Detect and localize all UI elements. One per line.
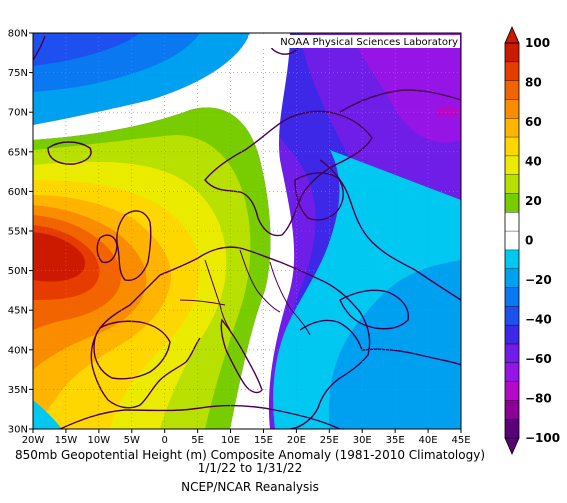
lon-tick-label: 15E xyxy=(254,435,273,446)
colorbar: 100 80 60 40 20 0 −20 −40 −60 −80 −100 xyxy=(504,26,560,455)
colorbar-segment xyxy=(505,362,519,382)
lat-tick-label: 70N xyxy=(8,108,28,119)
lat-tick-label: 55N xyxy=(8,227,28,238)
lon-tick-label: 10E xyxy=(221,435,240,446)
colorbar-label: 100 xyxy=(525,36,550,50)
colorbar-label: 80 xyxy=(525,76,542,90)
lat-tick-label: 65N xyxy=(8,147,28,158)
colorbar-label: 0 xyxy=(525,234,533,248)
lon-tick-label: 30E xyxy=(353,435,372,446)
colorbar-segment xyxy=(505,268,519,288)
lon-tick-label: 20E xyxy=(287,435,306,446)
lon-tick-label: 5E xyxy=(191,435,204,446)
map-area xyxy=(33,33,461,429)
figure-title: 850mb Geopotential Height (m) Composite … xyxy=(14,448,485,462)
colorbar-segment xyxy=(505,61,519,81)
colorbar-segment xyxy=(505,99,519,119)
colorbar-segment xyxy=(505,43,519,63)
colorbar-segment xyxy=(505,80,519,100)
colorbar-label: 20 xyxy=(525,194,542,208)
colorbar-top-arrow xyxy=(504,26,520,44)
credit-box: NOAA Physical Sciences Laboratory xyxy=(248,35,460,48)
latitude-ticks: 80N 75N 70N 65N 60N 55N 50N 45N 40N 35N 30N xyxy=(8,29,33,436)
colorbar-label: −20 xyxy=(525,273,552,287)
colorbar-segment xyxy=(505,419,519,439)
colorbar-segment xyxy=(505,155,519,175)
lon-tick-label: 0 xyxy=(162,435,168,446)
colorbar-segment xyxy=(505,325,519,345)
lat-tick-label: 45N xyxy=(8,306,28,317)
date-range: 1/1/22 to 1/31/22 xyxy=(197,461,303,475)
credit-text: NOAA Physical Sciences Laboratory xyxy=(280,37,458,48)
colorbar-bottom-arrow xyxy=(504,437,520,455)
lon-tick-label: 15W xyxy=(55,435,78,446)
anomaly-fill xyxy=(33,33,461,429)
colorbar-segment xyxy=(505,343,519,364)
colorbar-segment xyxy=(505,287,519,307)
colorbar-label: −60 xyxy=(525,352,552,366)
lat-tick-label: 75N xyxy=(8,68,28,79)
colorbar-segment xyxy=(505,118,519,138)
lon-tick-label: 45E xyxy=(451,435,470,446)
colorbar-label: 40 xyxy=(525,155,542,169)
colorbar-segment xyxy=(505,381,519,401)
lon-tick-label: 20W xyxy=(22,435,45,446)
colorbar-segment xyxy=(505,174,519,194)
lat-tick-label: 40N xyxy=(8,345,28,356)
colorbar-label: −80 xyxy=(525,392,552,406)
lon-tick-label: 10W xyxy=(88,435,111,446)
colorbar-segment xyxy=(505,400,519,420)
data-source: NCEP/NCAR Reanalysis xyxy=(181,480,319,494)
colorbar-segment xyxy=(505,193,519,213)
lon-tick-label: 25E xyxy=(320,435,339,446)
lat-tick-label: 80N xyxy=(8,29,28,40)
colorbar-segment xyxy=(505,249,519,270)
colorbar-frame xyxy=(504,42,520,439)
lat-tick-label: 35N xyxy=(8,385,28,396)
colorbar-label: −40 xyxy=(525,313,552,327)
colorbar-label: −100 xyxy=(525,431,560,445)
lon-tick-label: 5W xyxy=(124,435,140,446)
colorbar-segment xyxy=(505,231,519,251)
colorbar-segment xyxy=(505,137,519,157)
colorbar-segment xyxy=(505,306,519,326)
lat-tick-label: 30N xyxy=(8,425,28,436)
lat-tick-label: 50N xyxy=(8,266,28,277)
coastlines xyxy=(33,35,461,429)
lon-tick-label: 35E xyxy=(386,435,405,446)
longitude-ticks: 20W 15W 10W 5W 0 5E 10E 15E 20E 25E 30E 35E 40E 45E xyxy=(22,429,471,446)
lon-tick-label: 40E xyxy=(419,435,438,446)
colorbar-label: 60 xyxy=(525,115,542,129)
colorbar-segment xyxy=(505,212,519,232)
lat-tick-label: 60N xyxy=(8,187,28,198)
graticule xyxy=(33,33,461,429)
